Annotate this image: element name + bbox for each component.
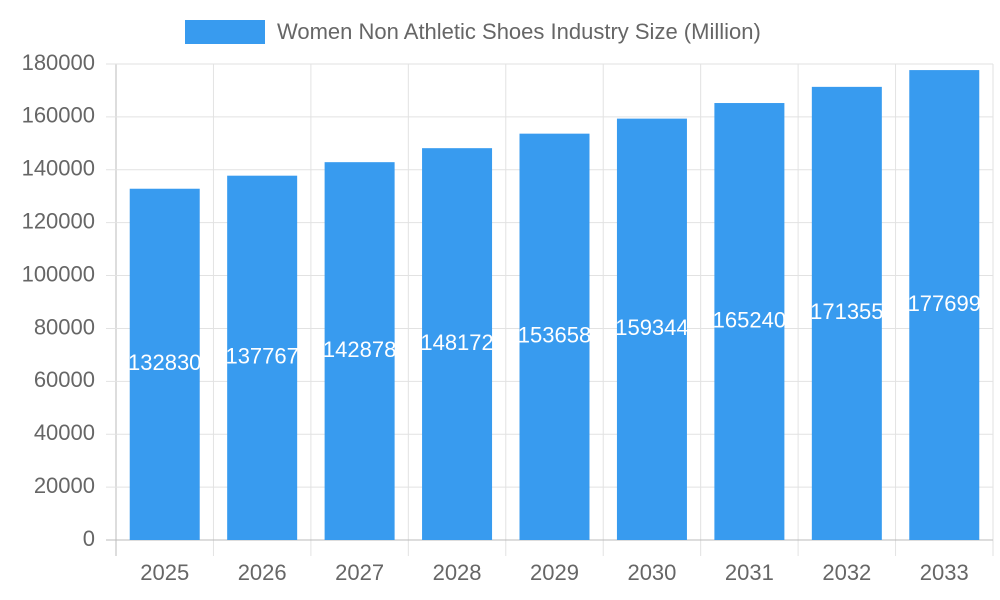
x-tick-label: 2030 <box>627 560 676 585</box>
x-tick-label: 2033 <box>920 560 969 585</box>
value-label: 153658 <box>518 323 591 348</box>
x-tick-label: 2032 <box>822 560 871 585</box>
value-label: 177699 <box>908 291 981 316</box>
value-label: 142878 <box>323 337 396 362</box>
x-tick-label: 2027 <box>335 560 384 585</box>
bar <box>324 162 395 541</box>
x-tick-label: 2029 <box>530 560 579 585</box>
bar <box>519 133 590 540</box>
value-label: 159344 <box>615 315 688 340</box>
y-tick-label: 40000 <box>34 420 95 445</box>
y-tick-label: 60000 <box>34 367 95 392</box>
x-tick-label: 2025 <box>140 560 189 585</box>
y-tick-label: 180000 <box>22 50 95 75</box>
y-tick-label: 160000 <box>22 103 95 128</box>
bar <box>811 86 882 541</box>
value-label: 132830 <box>128 350 201 375</box>
y-tick-label: 0 <box>83 526 95 551</box>
bar <box>422 148 493 541</box>
bar <box>616 118 687 540</box>
legend-swatch <box>185 20 265 44</box>
y-tick-label: 100000 <box>22 261 95 286</box>
bar <box>909 70 980 540</box>
y-tick-label: 140000 <box>22 156 95 181</box>
bar <box>227 175 298 541</box>
y-tick-label: 120000 <box>22 208 95 233</box>
x-tick-label: 2031 <box>725 560 774 585</box>
x-tick-label: 2026 <box>238 560 287 585</box>
bar <box>714 103 785 541</box>
legend-label: Women Non Athletic Shoes Industry Size (… <box>277 19 761 44</box>
value-label: 148172 <box>420 330 493 355</box>
y-tick-label: 20000 <box>34 473 95 498</box>
x-tick-label: 2028 <box>433 560 482 585</box>
y-tick-label: 80000 <box>34 314 95 339</box>
value-label: 137767 <box>225 344 298 369</box>
value-label: 171355 <box>810 299 883 324</box>
bar <box>129 188 200 540</box>
value-label: 165240 <box>713 307 786 332</box>
